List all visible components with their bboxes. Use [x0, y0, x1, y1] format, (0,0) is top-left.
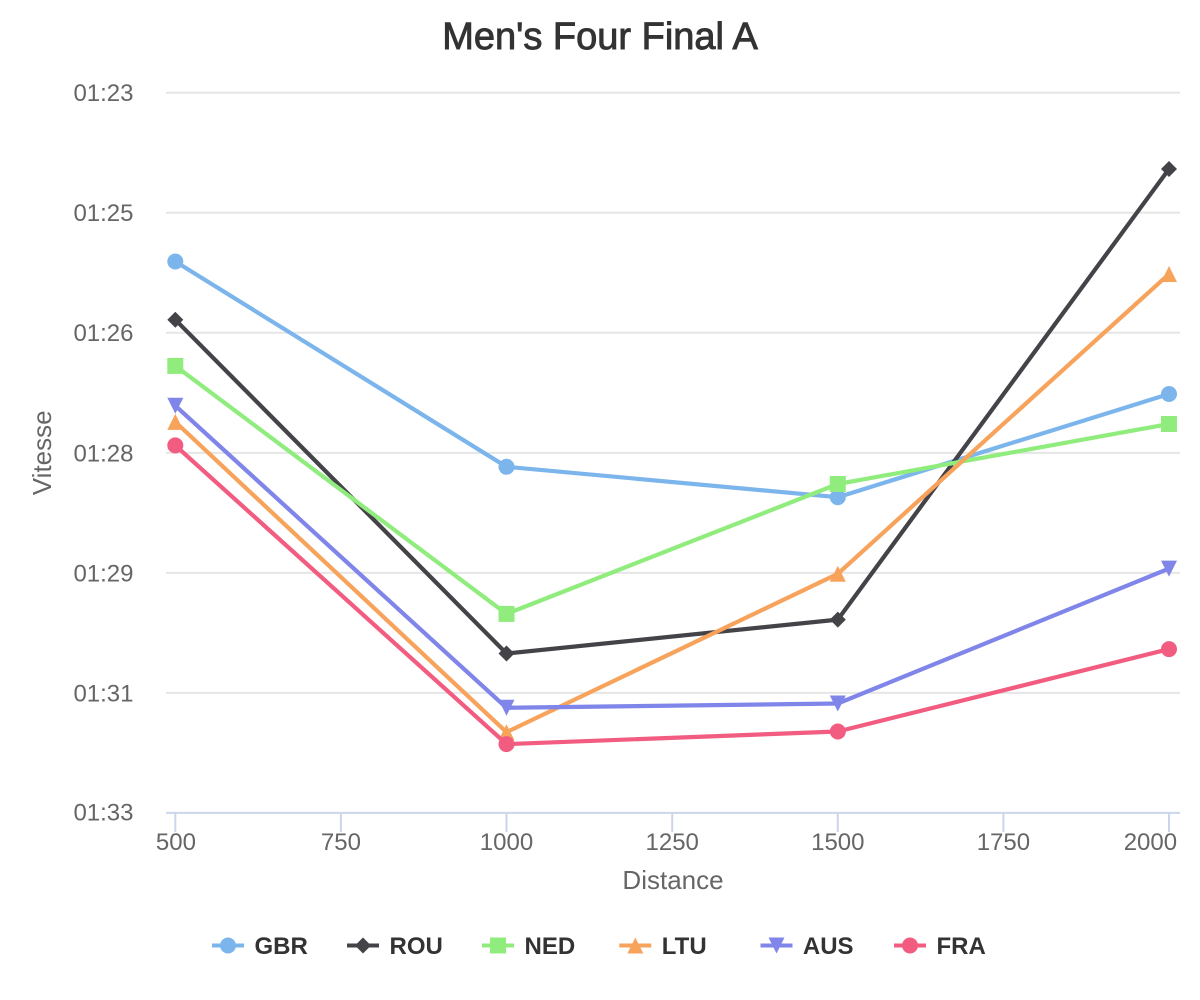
svg-text:500: 500 [156, 829, 196, 856]
svg-text:1000: 1000 [480, 829, 533, 856]
svg-text:1750: 1750 [977, 829, 1030, 856]
svg-text:Vitesse: Vitesse [27, 410, 57, 495]
svg-text:01:28: 01:28 [73, 440, 133, 467]
svg-text:Men's Four Final A: Men's Four Final A [442, 16, 758, 58]
svg-text:01:33: 01:33 [73, 799, 133, 826]
svg-text:01:29: 01:29 [73, 560, 133, 587]
svg-text:GBR: GBR [255, 933, 308, 960]
svg-text:01:31: 01:31 [73, 680, 133, 707]
svg-text:NED: NED [525, 933, 576, 960]
svg-text:AUS: AUS [803, 933, 854, 960]
svg-text:2000: 2000 [1124, 829, 1177, 856]
svg-text:Distance: Distance [622, 865, 723, 895]
svg-text:LTU: LTU [662, 933, 707, 960]
svg-text:750: 750 [321, 829, 361, 856]
svg-text:01:25: 01:25 [73, 200, 133, 227]
svg-text:01:26: 01:26 [73, 320, 133, 347]
svg-text:ROU: ROU [390, 933, 443, 960]
svg-text:FRA: FRA [937, 933, 986, 960]
svg-text:1250: 1250 [646, 829, 699, 856]
svg-text:1500: 1500 [811, 829, 864, 856]
svg-text:01:23: 01:23 [73, 80, 133, 107]
